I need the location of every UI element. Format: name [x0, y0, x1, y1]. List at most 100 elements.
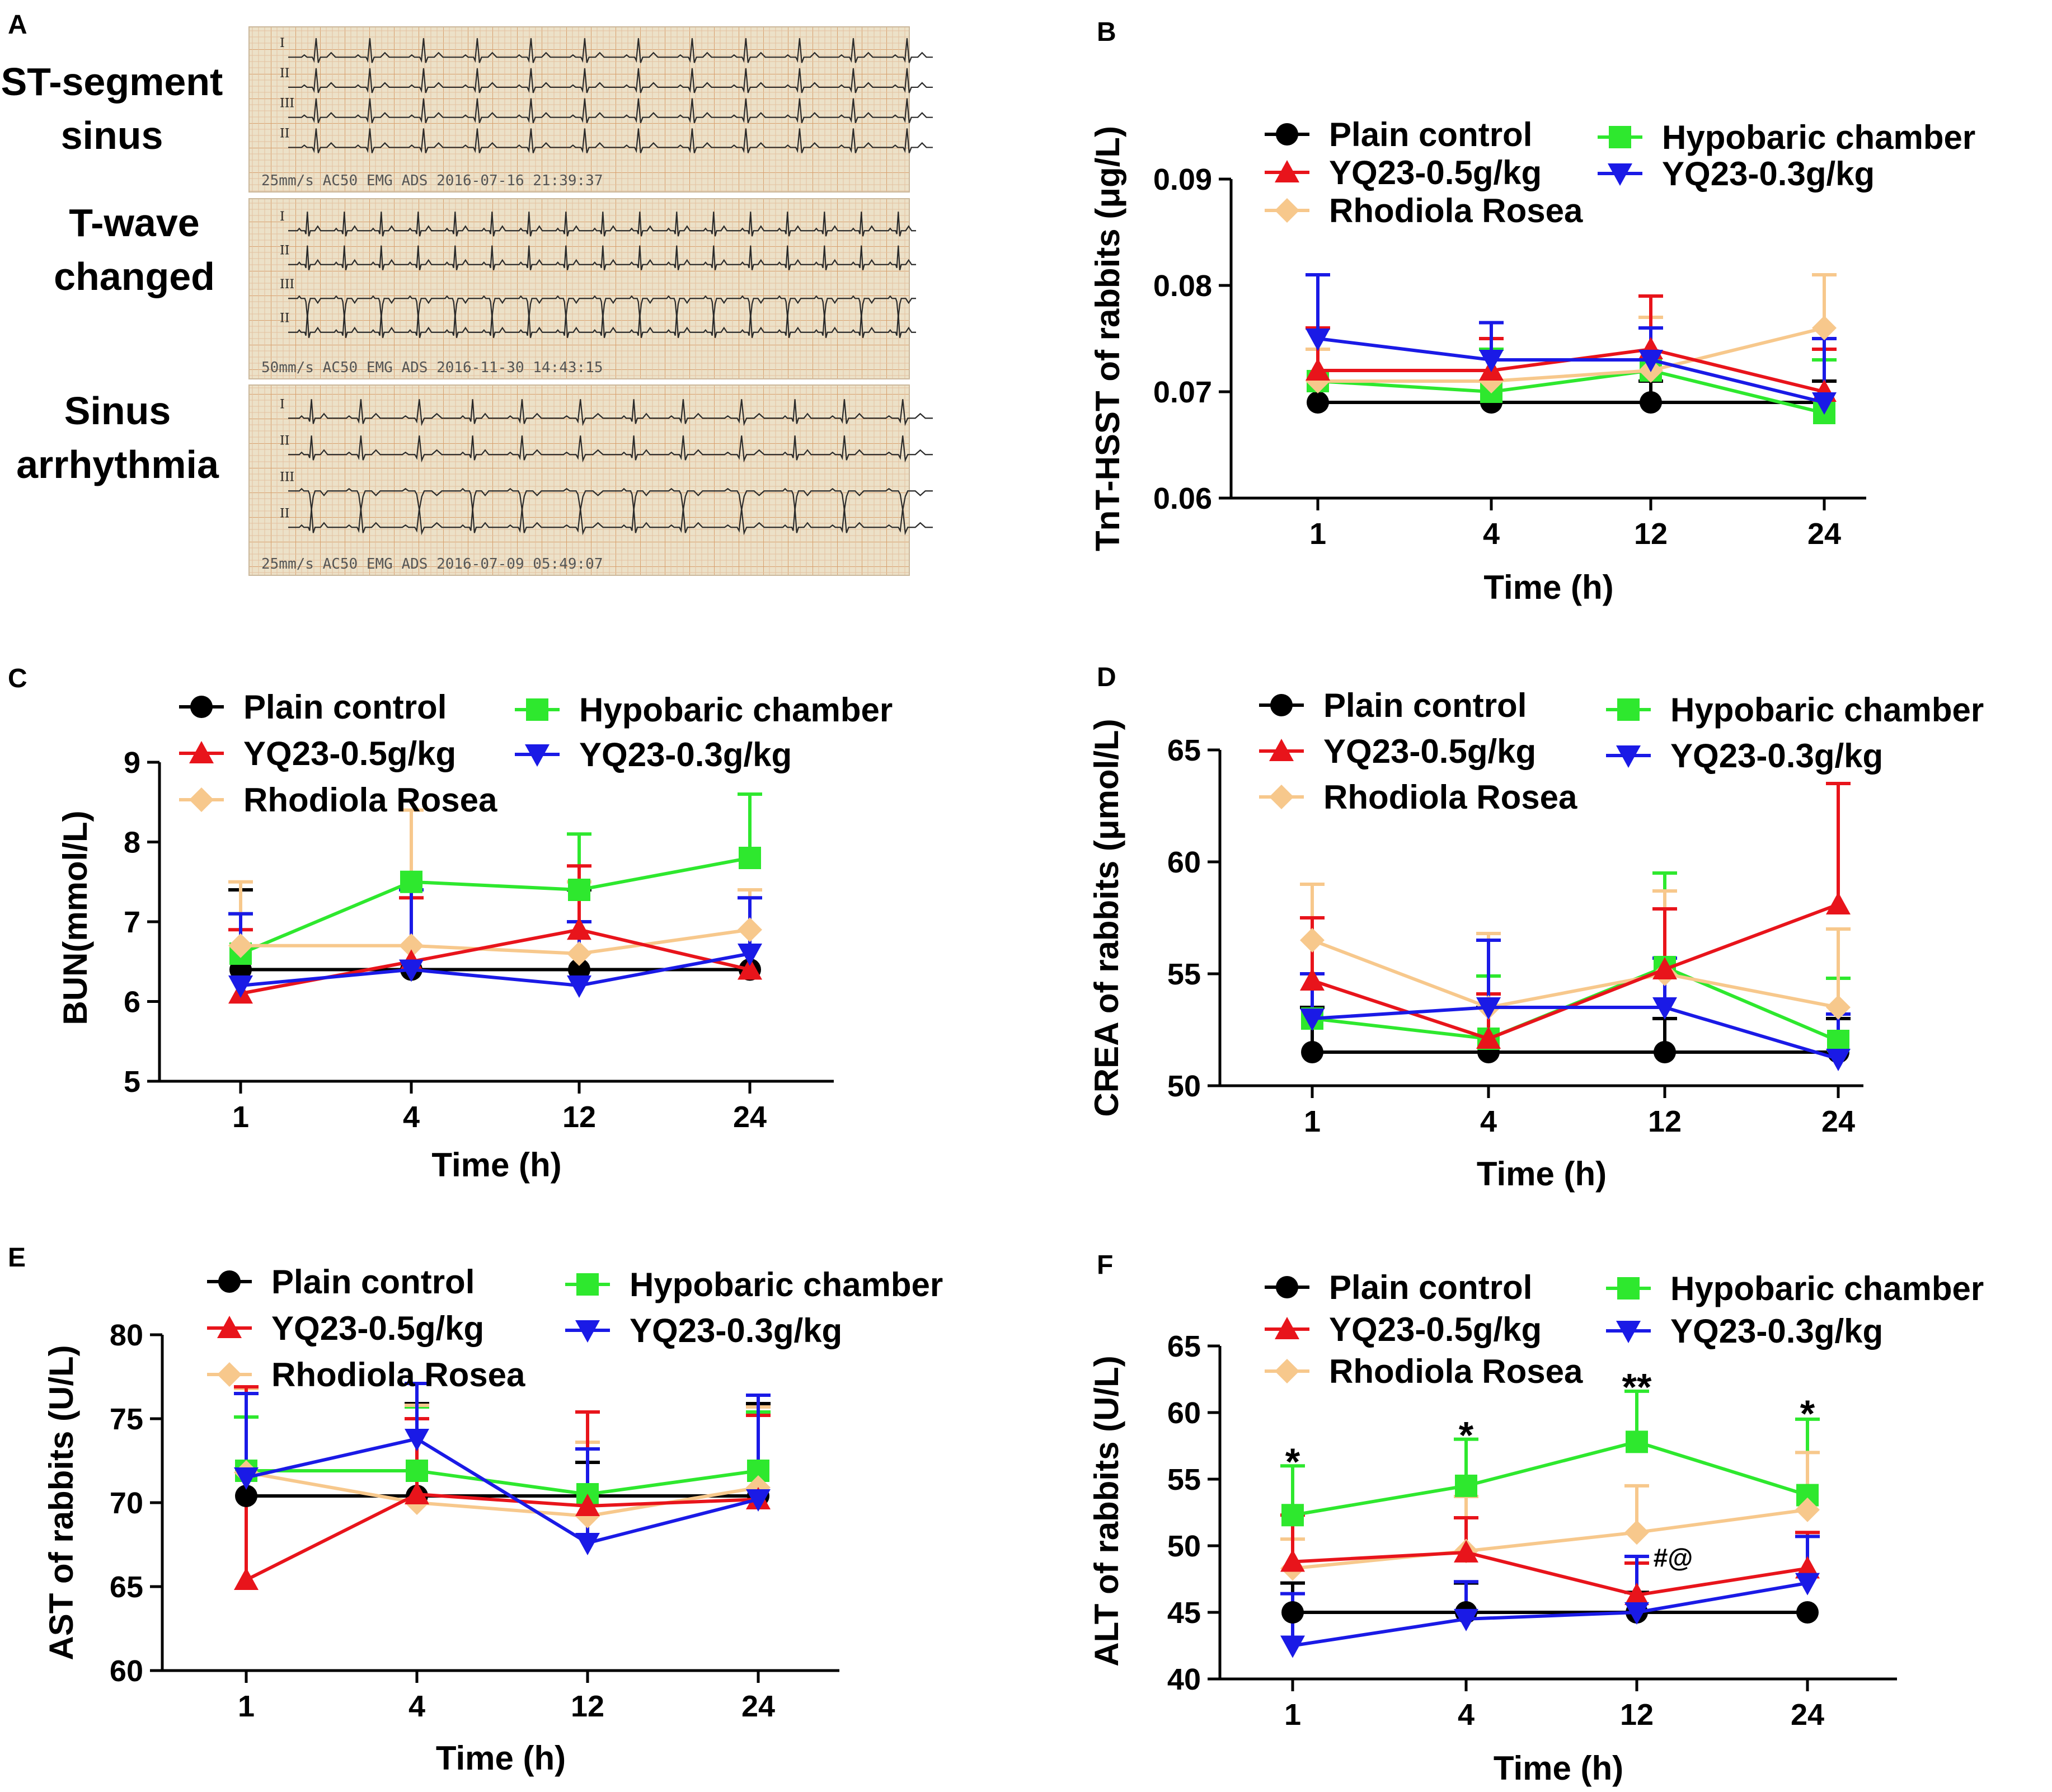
ecg-lead-label: I	[280, 397, 285, 411]
ecg-trace	[288, 508, 933, 536]
ecg-lead-label: I	[280, 210, 285, 224]
series-line	[1318, 326, 1825, 383]
legend-item: YQ23-0.3g/kg	[565, 1312, 842, 1349]
panel-label: C	[8, 664, 27, 693]
plain-control-marker	[1307, 391, 1329, 414]
ecg-paper	[248, 198, 910, 379]
hypobaric-chamber-marker	[1617, 1277, 1640, 1300]
y-tick-label: 60	[110, 1654, 143, 1688]
error-bars-rhodiola-rosea	[228, 808, 762, 954]
error-bars-yq23-0-3g-kg	[1306, 273, 1837, 402]
yq23-05-marker	[405, 1482, 429, 1504]
plain-control-marker	[1281, 1601, 1304, 1624]
yq23-05-marker	[234, 1568, 259, 1590]
y-tick-label: 55	[1167, 1463, 1201, 1497]
significance-annotation: *	[1285, 1441, 1300, 1483]
yq23-03-marker	[567, 975, 591, 998]
legend-label: Plain control	[1323, 687, 1527, 724]
series-hypobaric-chamber	[1281, 1430, 1819, 1527]
legend-item: Plain control	[207, 1263, 475, 1301]
plain-control-marker	[1654, 1041, 1676, 1063]
ecg-lead-label: II	[280, 126, 289, 140]
rhodiola-rosea-marker	[399, 933, 424, 958]
error-bars-rhodiola-rosea	[1300, 883, 1851, 1007]
ecg-trace	[288, 245, 916, 271]
legend-label: Plain control	[271, 1263, 475, 1301]
legend-label: YQ23-0.3g/kg	[1662, 155, 1875, 193]
x-tick-label: 24	[1807, 517, 1841, 551]
yq23-05-marker	[1624, 1583, 1649, 1606]
series-yq23-0-3g-kg	[1306, 329, 1837, 415]
ecg-strip-label: changed	[54, 255, 215, 298]
legend-label: Hypobaric chamber	[630, 1266, 943, 1303]
legend-label: YQ23-0.5g/kg	[243, 735, 456, 772]
yq23-05-marker	[1275, 1317, 1299, 1339]
legend-label: YQ23-0.3g/kg	[1670, 737, 1883, 775]
y-tick-label: 9	[124, 746, 140, 780]
error-bars-yq23-0-5g-kg	[1280, 1513, 1820, 1596]
y-tick-label: 55	[1167, 958, 1201, 991]
series-yq23-0-3g-kg	[1300, 997, 1851, 1071]
error-bars-hypobaric-chamber	[1280, 1389, 1820, 1516]
yq23-03-marker	[1616, 745, 1641, 768]
x-tick-label: 1	[1309, 517, 1326, 551]
yq23-05-marker	[217, 1316, 242, 1338]
yq23-05-marker	[1454, 1540, 1478, 1563]
ecg-trace	[288, 313, 916, 339]
panel-a-label: A	[8, 10, 27, 40]
yq23-03-marker	[1300, 1008, 1325, 1031]
yq23-05-marker	[189, 741, 214, 763]
significance-annotation: #@	[1654, 1543, 1693, 1572]
yq23-03-marker	[1479, 350, 1504, 372]
yq23-03-marker	[1454, 1608, 1478, 1631]
yq23-05-marker	[575, 1494, 600, 1516]
y-axis-label: ALT of rabbits (U/L)	[1088, 1355, 1125, 1666]
x-axis-label: Time (h)	[431, 1146, 561, 1184]
ecg-lead-label: III	[280, 97, 294, 111]
x-tick-label: 1	[238, 1690, 255, 1723]
legend-item: YQ23-0.3g/kg	[515, 736, 792, 773]
ecg-trace	[288, 38, 933, 63]
ecg-strip-footer: 50mm/s AC50 EMG ADS 2016-11-30 14:43:15	[261, 359, 603, 376]
y-tick-label: 7	[124, 906, 140, 939]
panel-b: B 0.06 0.07 0.08 0.09 1 4 12 24 Time (h) TnT-HSST …	[1089, 17, 1975, 606]
y-axis-label: AST of rabbits (U/L)	[43, 1345, 80, 1660]
legend-label: Plain control	[1329, 1269, 1532, 1306]
series-line	[1317, 337, 1825, 404]
series-line	[246, 1469, 759, 1497]
error-bars-yq23-0-3g-kg	[1280, 1535, 1820, 1646]
hypobaric-chamber-marker	[1455, 1474, 1477, 1497]
series-line	[1292, 1440, 1808, 1517]
x-tick-label: 1	[1304, 1105, 1321, 1138]
ecg-lead-label: II	[280, 244, 289, 258]
y-axis-label: TnT-HSST of rabbits (μg/L)	[1089, 126, 1126, 551]
legend-item: Rhodiola Rosea	[179, 781, 497, 819]
yq23-05-marker	[1306, 358, 1330, 381]
rhodiola-rosea-marker	[1269, 785, 1294, 809]
x-tick-label: 12	[1620, 1698, 1654, 1732]
x-tick-label: 24	[1791, 1698, 1824, 1732]
ecg-trace	[288, 68, 933, 93]
series-rhodiola-rosea	[1280, 1497, 1820, 1581]
legend-item: YQ23-0.3g/kg	[1606, 737, 1883, 775]
ecg-strip-label: sinus	[61, 114, 163, 157]
x-tick-label: 1	[232, 1100, 249, 1134]
ecg-strip-label: arrhythmia	[16, 443, 219, 486]
yq23-03-marker	[1624, 1602, 1649, 1625]
yq23-03-marker	[1638, 350, 1663, 372]
ecg-trace	[288, 128, 933, 153]
ecg-paper	[248, 26, 910, 193]
ecg-strip-label: ST-segment	[1, 60, 223, 104]
legend-item: YQ23-0.5g/kg	[1259, 733, 1536, 770]
y-tick-label: 60	[1167, 846, 1201, 879]
panel-label: D	[1097, 663, 1116, 692]
yq23-03-marker	[1306, 329, 1330, 351]
error-bars-rhodiola-rosea	[1280, 1451, 1820, 1569]
yq23-05-marker	[1269, 739, 1294, 761]
series-line	[240, 856, 750, 955]
